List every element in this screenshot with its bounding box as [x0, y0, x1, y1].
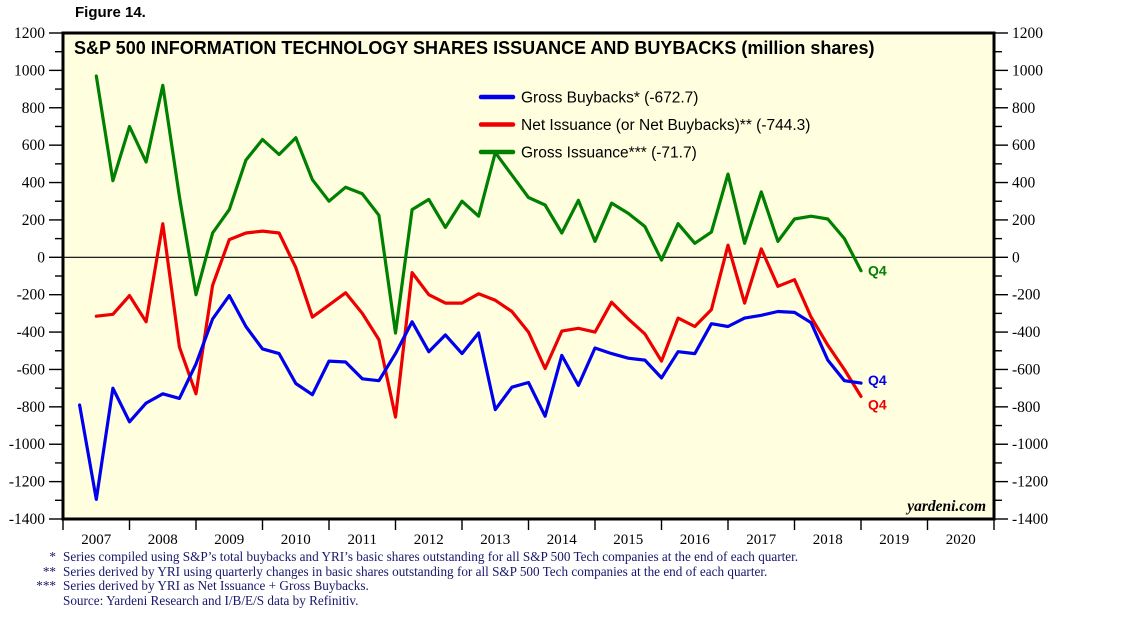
y-axis-label-right: 200 — [1012, 212, 1036, 229]
footnote-marker: * — [49, 549, 56, 564]
y-axis-label-left: -1200 — [9, 474, 45, 491]
series-end-label-gross-buybacks: Q4 — [868, 372, 887, 388]
x-axis-year-label: 2013 — [480, 532, 510, 548]
x-axis-year-label: 2008 — [148, 532, 178, 548]
y-axis-label-right: -400 — [1012, 324, 1041, 341]
x-axis-year-label: 2011 — [348, 532, 377, 548]
y-axis-label-left: 800 — [22, 100, 46, 117]
y-axis-label-right: -600 — [1012, 361, 1041, 378]
series-line-net-issuance — [94, 222, 863, 419]
x-axis-year-label: 2017 — [746, 532, 777, 548]
x-axis-year-label: 2010 — [281, 532, 311, 548]
x-axis-year-label: 2019 — [879, 532, 909, 548]
y-axis-label-left: -1400 — [9, 511, 45, 528]
y-axis-label-right: -1200 — [1012, 474, 1048, 491]
legend: Gross Buybacks* (-672.7) Net Issuance (or… — [478, 90, 810, 162]
x-axis-year-label: 2012 — [414, 532, 444, 548]
series-line-gross-issuance — [94, 74, 863, 335]
y-axis-label-right: 800 — [1012, 100, 1036, 117]
y-axis-label-left: 1200 — [14, 25, 45, 42]
x-axis-year-label: 2016 — [680, 532, 711, 548]
y-axis: 1200 1200 1000 1000 800 800 600 600 400 400 200 200… — [9, 25, 1049, 528]
y-axis-label-left: -400 — [17, 324, 46, 341]
x-axis-year-label: 2015 — [613, 532, 643, 548]
footnote-row: ** Series derived by YRI using quarterly… — [0, 563, 1010, 580]
y-axis-label-left: -600 — [17, 361, 46, 378]
figure-label: Figure 14. — [75, 4, 146, 21]
x-axis-year-label: 2014 — [547, 532, 578, 548]
y-axis-label-left: 1000 — [14, 62, 45, 79]
series-end-label-gross-issuance: Q4 — [868, 263, 887, 279]
y-axis-label-right: -1000 — [1012, 436, 1048, 453]
footnotes: * Series compiled using S&P’s total buyb… — [0, 549, 1010, 609]
x-axis-year-label: 2009 — [214, 532, 244, 548]
y-axis-label-right: -1400 — [1012, 511, 1048, 528]
x-axis-year-label: 2020 — [946, 532, 976, 548]
legend-label: Net Issuance (or Net Buybacks)** (-744.3… — [521, 117, 810, 134]
footnote-text: Series derived by YRI using quarterly ch… — [63, 563, 768, 579]
y-axis-label-right: 1000 — [1012, 62, 1043, 79]
y-axis-label-right: 1200 — [1012, 25, 1043, 42]
y-axis-label-right: 0 — [1012, 249, 1020, 266]
y-axis-label-left: 0 — [37, 249, 45, 266]
y-axis-label-right: 600 — [1012, 137, 1036, 154]
footnote-marker — [0, 594, 63, 609]
y-axis-label-left: -1000 — [9, 436, 45, 453]
legend-label: Gross Issuance*** (-71.7) — [521, 145, 697, 162]
y-axis-label-left: 200 — [22, 212, 46, 229]
x-axis-year-label: 2007 — [81, 532, 112, 548]
y-axis-label-left: -200 — [17, 287, 46, 304]
series-end-label-net-issuance: Q4 — [868, 396, 887, 412]
legend-label: Gross Buybacks* (-672.7) — [521, 90, 698, 107]
x-axis: 2007 2008 2009 2010 2011 2012 2013 2014 2015 2016… — [62, 520, 995, 548]
chart-title: S&P 500 INFORMATION TECHNOLOGY SHARES IS… — [74, 38, 874, 58]
y-axis-label-left: 400 — [22, 175, 46, 192]
y-axis-label-left: -800 — [17, 399, 46, 416]
footnote-row: Source: Yardeni Research and I/B/E/S dat… — [0, 593, 1010, 609]
series-line-gross-buybacks — [77, 294, 863, 501]
footnote-marker: ** — [42, 563, 56, 579]
x-axis-year-label: 2018 — [813, 532, 843, 548]
y-axis-label-left: 600 — [22, 137, 46, 154]
watermark-yardeni: yardeni.com — [905, 498, 986, 515]
footnote-row: *** Series derived by YRI as Net Issuanc… — [0, 579, 1010, 594]
footnote-row: * Series compiled using S&P’s total buyb… — [0, 549, 1010, 565]
footnote-text: Source: Yardeni Research and I/B/E/S dat… — [63, 593, 359, 609]
footnote-marker: *** — [36, 578, 56, 594]
y-axis-label-right: -200 — [1012, 287, 1041, 304]
y-axis-label-right: 400 — [1012, 175, 1036, 192]
footnote-text: Series derived by YRI as Net Issuance + … — [63, 578, 369, 594]
y-axis-label-right: -800 — [1012, 399, 1041, 416]
footnote-text: Series compiled using S&P’s total buybac… — [63, 549, 799, 564]
